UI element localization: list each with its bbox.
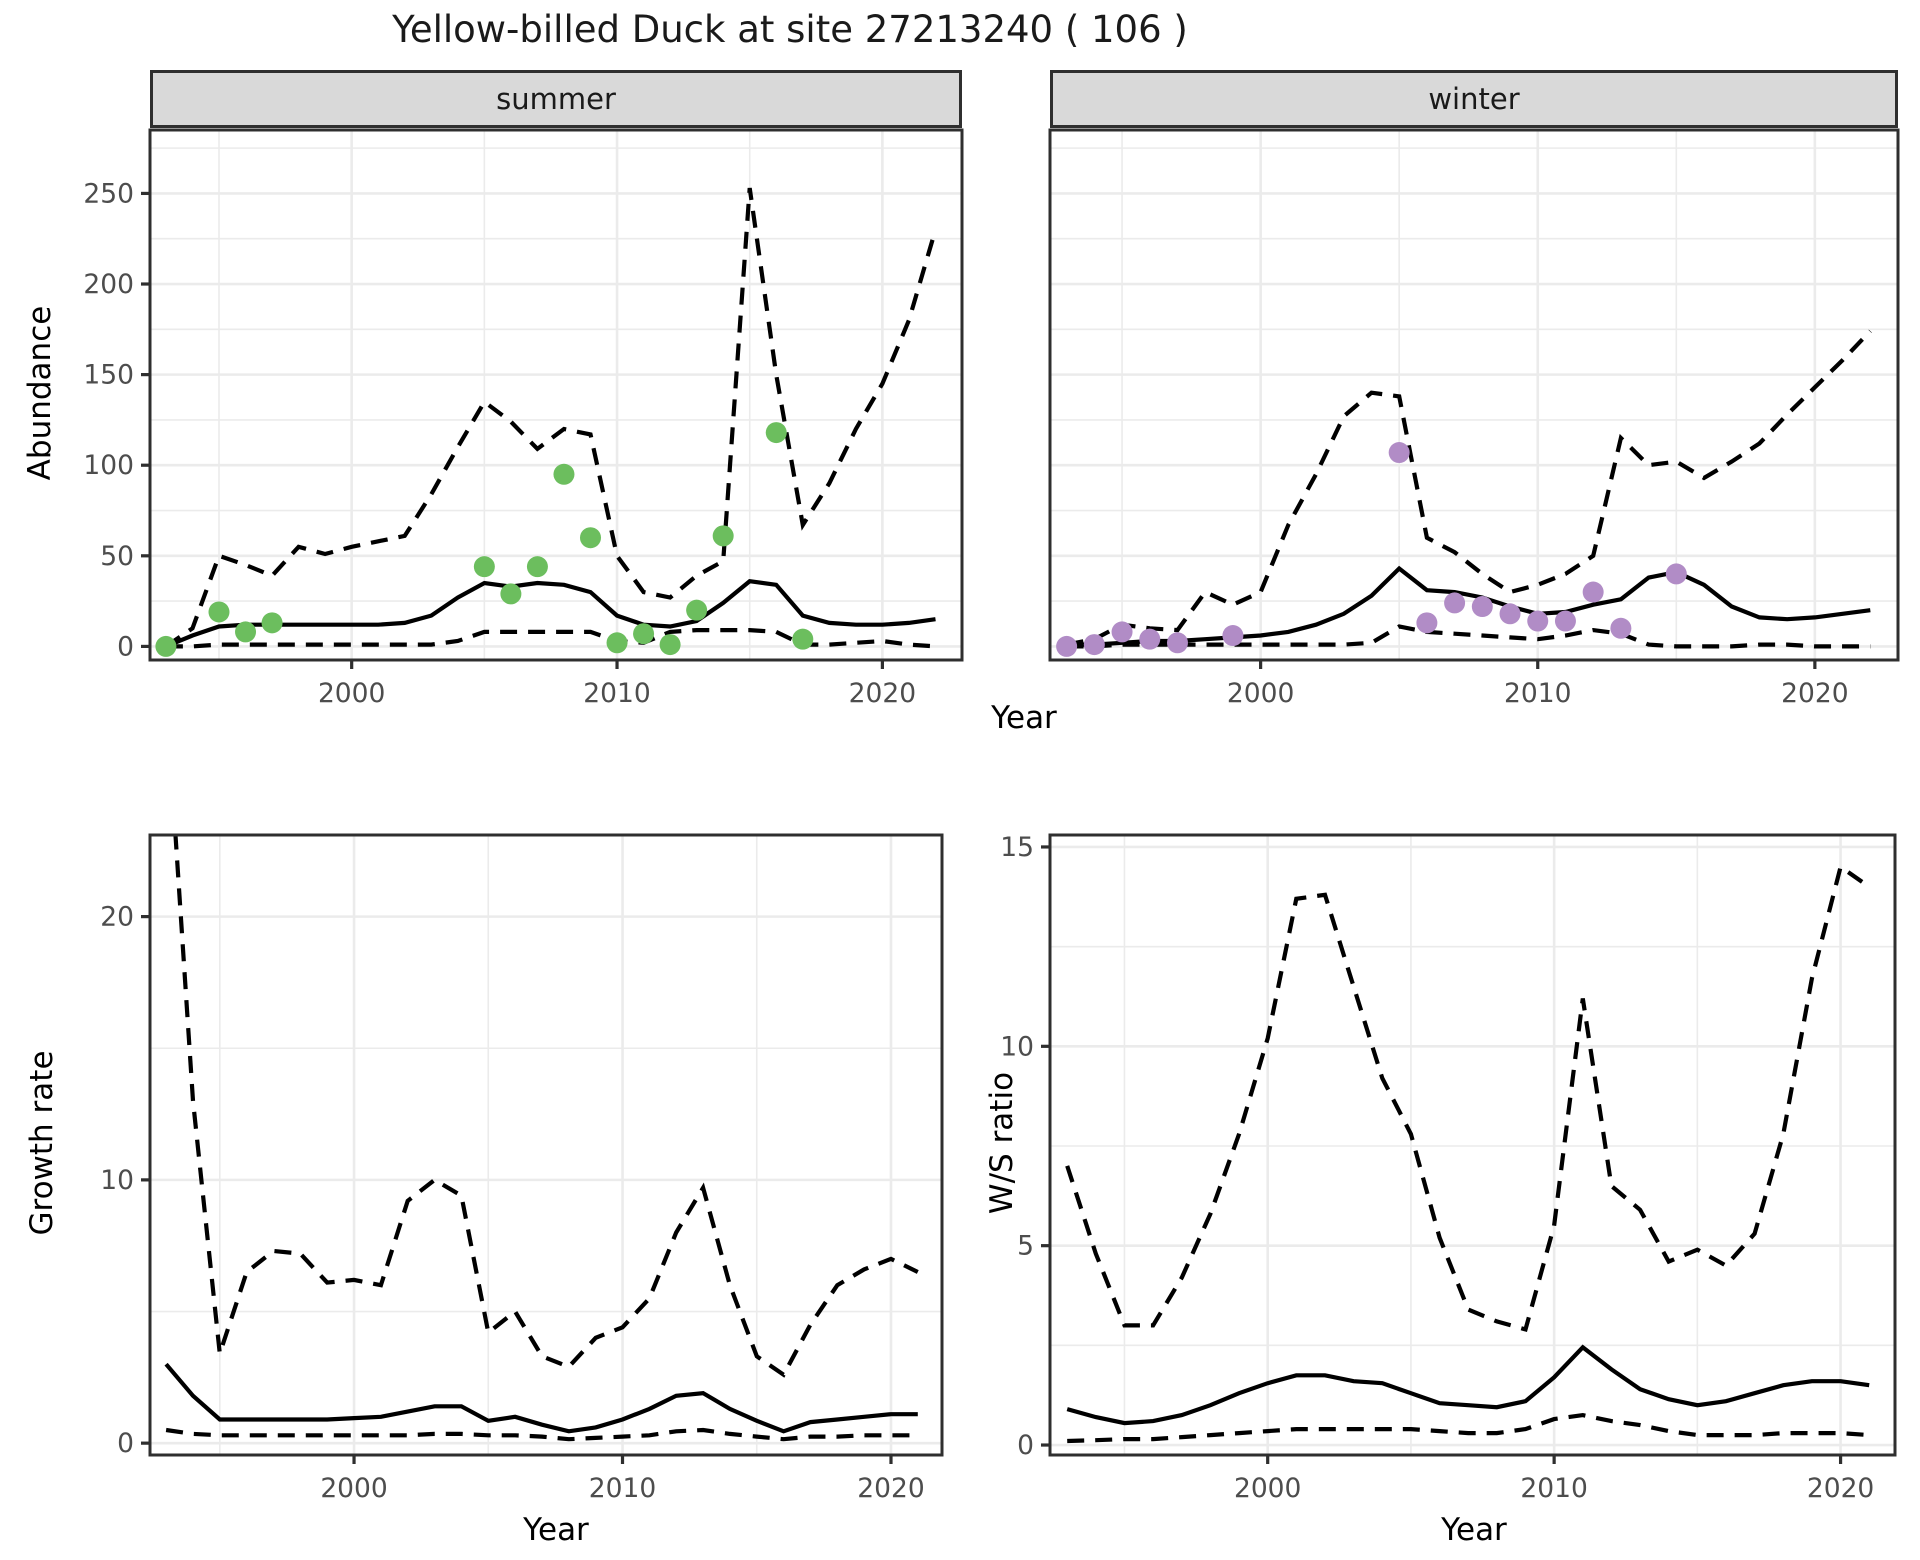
- summer-upper-ci: [164, 187, 938, 649]
- x-tick-label: 2010: [1520, 1473, 1587, 1504]
- y-tick-label: 0: [1017, 1430, 1034, 1461]
- y-tick-label: 250: [83, 178, 134, 209]
- chart-title: Yellow-billed Duck at site 27213240 ( 10…: [392, 8, 1188, 51]
- gridlines-growth: [150, 835, 942, 1455]
- panel-border-winter: [1048, 128, 1900, 662]
- axis-ticks-ws: 2000 2010 2020 0 5 10 15: [1000, 832, 1874, 1504]
- x-tick-label: 2000: [318, 678, 385, 709]
- ws-upper-ci: [1065, 863, 1871, 1332]
- y-tick-label: 0: [117, 631, 134, 662]
- x-tick-label: 2020: [857, 1473, 924, 1504]
- x-axis-title-year-ws: Year: [1441, 1512, 1507, 1548]
- y-tick-label: 100: [83, 450, 134, 481]
- y-tick-label: 5: [1017, 1231, 1034, 1262]
- panel-border-ws: [1048, 833, 1897, 1457]
- panel-winter: 2000 2010 2020: [1048, 128, 1900, 709]
- growth-median: [164, 1362, 918, 1434]
- y-tick-label: 150: [83, 360, 134, 391]
- axis-ticks-growth: 2000 2010 2020 0 10 20: [100, 902, 924, 1504]
- growth-lower-ci: [165, 1427, 918, 1442]
- y-axis-title-growth-rate: Growth rate: [24, 1050, 60, 1236]
- x-tick-label: 2010: [1504, 678, 1571, 709]
- x-tick-label: 2000: [320, 1473, 387, 1504]
- axis-ticks-summer: 2000 2010 2020 0 50 100 150 200 250: [83, 178, 916, 709]
- y-tick-label: 0: [117, 1428, 134, 1459]
- facet-strip-winter: winter: [1050, 70, 1898, 128]
- panel-border-summer: [148, 128, 964, 662]
- summer-observed-counts: [155, 422, 814, 657]
- y-tick-label: 10: [100, 1165, 134, 1196]
- x-tick-label: 2020: [1807, 1473, 1874, 1504]
- y-tick-label: 200: [83, 269, 134, 300]
- ws-median: [1066, 1344, 1870, 1426]
- y-axis-title-abundance: Abundance: [22, 305, 58, 481]
- x-tick-label: 2020: [1781, 678, 1848, 709]
- y-tick-label: 10: [1000, 1031, 1034, 1062]
- y-tick-label: 20: [100, 902, 134, 933]
- x-tick-label: 2010: [583, 678, 650, 709]
- facet-strip-winter-label: winter: [1428, 82, 1520, 116]
- growth-upper-ci: [173, 835, 919, 1378]
- summer-median: [165, 578, 936, 649]
- gridlines-summer: [150, 130, 962, 660]
- panel-border-growth: [148, 833, 944, 1457]
- x-tick-label: 2020: [849, 678, 916, 709]
- y-tick-label: 15: [1000, 832, 1034, 863]
- x-axis-title-year-top: Year: [991, 700, 1057, 736]
- x-tick-label: 2010: [589, 1473, 656, 1504]
- winter-observed-counts: [1056, 442, 1687, 657]
- panel-growth: 2000 2010 2020 0 10 20: [100, 833, 944, 1504]
- winter-median: [1066, 565, 1871, 647]
- y-tick-label: 50: [100, 541, 134, 572]
- axis-ticks-winter: 2000 2010 2020: [1227, 660, 1849, 709]
- ws-lower-ci: [1067, 1412, 1870, 1444]
- y-axis-title-ws-ratio: W/S ratio: [984, 1071, 1020, 1215]
- winter-upper-ci: [1066, 329, 1872, 647]
- panel-summer: 2000 2010 2020 0 50 100 150 200 250: [83, 128, 964, 709]
- panel-ws: 2000 2010 2020 0 5 10 15: [1000, 832, 1897, 1504]
- x-axis-title-year-growth: Year: [523, 1512, 589, 1548]
- gridlines-ws: [1050, 835, 1895, 1455]
- facet-strip-summer: summer: [150, 70, 962, 128]
- x-tick-label: 2000: [1227, 678, 1294, 709]
- winter-lower-ci: [1066, 624, 1871, 649]
- x-tick-label: 2000: [1234, 1473, 1301, 1504]
- facet-strip-summer-label: summer: [496, 82, 616, 116]
